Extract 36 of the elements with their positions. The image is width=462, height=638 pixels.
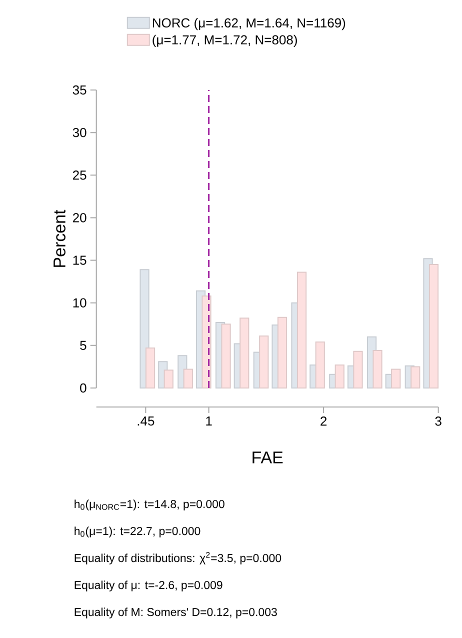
x-tick-label: 2 (320, 416, 326, 426)
y-tick-label: 20 (72, 213, 86, 222)
bar (334, 364, 344, 388)
bar (239, 318, 250, 388)
bar (145, 347, 155, 388)
bar (296, 272, 306, 388)
y-tick-label: 35 (72, 85, 86, 95)
bar (164, 370, 174, 388)
text: Equality of M: Somers' D=0.12, p=0.003 (74, 608, 277, 618)
y-axis-title: Percent (53, 210, 66, 267)
y-tick-label: 5 (80, 340, 86, 350)
bar (258, 336, 269, 388)
bar (221, 324, 231, 388)
y-tick-label: 15 (73, 256, 86, 265)
text: Equality of μ: t=-2.6, p=0.009 (74, 580, 222, 592)
x-axis-title: FAE (252, 452, 283, 464)
bar (353, 350, 363, 388)
y-tick-label: 0 (80, 383, 86, 393)
bar (372, 350, 382, 388)
x-tick-label: 3 (435, 416, 442, 426)
bar (183, 368, 193, 388)
bar (428, 264, 438, 388)
bar (410, 366, 420, 388)
legend-label: (μ=1.77, M=1.72, N=808) (152, 34, 297, 47)
y-tick-label: 25 (72, 170, 86, 180)
bar (390, 368, 401, 388)
text: h$_{0}$(μ=1): t=22.7, p=0.000 (74, 526, 200, 538)
y-tick-label: 30 (72, 128, 86, 138)
y-tick-label: 10 (73, 298, 86, 308)
bar (315, 342, 325, 388)
x-tick-label: .45 (138, 416, 154, 426)
legend-label: NORC (μ=1.62, M=1.64, N=1169) (152, 18, 345, 30)
text: Equality of distributions: χ$^{2}$=3.5, p=0.000 (74, 552, 281, 564)
x-tick-label: 1 (206, 416, 212, 426)
text: h$_{0}$(μ$_{NORC}$=1): t=14.8, p=0.000 (74, 500, 224, 510)
bar (277, 316, 287, 388)
